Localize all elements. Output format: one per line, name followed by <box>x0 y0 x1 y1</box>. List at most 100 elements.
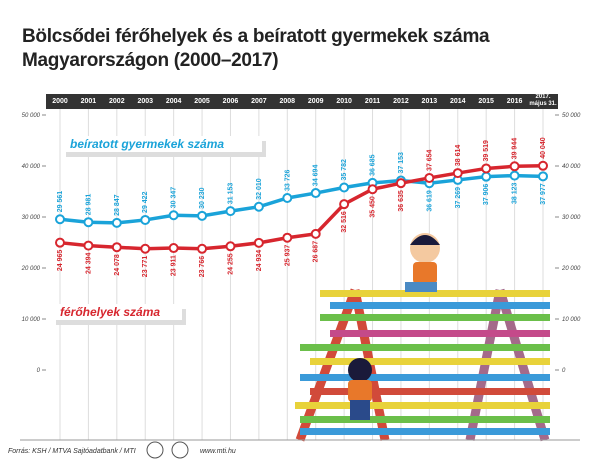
value-label: 26 687 <box>313 241 320 263</box>
point <box>197 210 208 221</box>
value-label: 35 782 <box>341 159 348 181</box>
value-label: 31 153 <box>227 183 234 205</box>
y-tick-label-right: 20 000 <box>561 266 581 272</box>
point <box>253 201 264 212</box>
point <box>253 237 264 248</box>
x-tick-label: 2013 <box>421 98 438 105</box>
x-tick-label: 2001 <box>80 98 97 105</box>
value-label: 24 394 <box>85 252 92 274</box>
point <box>538 171 548 182</box>
point <box>481 171 492 182</box>
value-label: 39 519 <box>483 140 490 162</box>
x-tick-label: 2002 <box>109 98 125 105</box>
point <box>83 240 94 251</box>
x-tick-label: 2004 <box>165 98 182 105</box>
value-label: 24 934 <box>256 250 263 272</box>
point <box>367 184 378 195</box>
illustration <box>295 233 550 442</box>
point <box>168 243 179 254</box>
value-label: 30 347 <box>171 187 178 209</box>
logo <box>171 441 189 459</box>
point <box>225 206 236 217</box>
value-label: 30 230 <box>199 187 206 209</box>
x-tick-label: 2008 <box>279 98 296 105</box>
y-tick-label-right: 0 <box>562 368 566 374</box>
value-label: 34 694 <box>313 165 320 187</box>
point <box>282 232 293 243</box>
value-label: 36 635 <box>398 190 405 212</box>
value-label: 23 766 <box>199 256 206 278</box>
value-label: 37 977 <box>540 183 547 205</box>
point <box>197 243 208 254</box>
point <box>339 182 350 193</box>
point <box>55 237 65 248</box>
point <box>509 170 520 181</box>
point <box>225 241 236 252</box>
value-label: 37 269 <box>455 187 462 209</box>
value-label: 40 040 <box>540 137 547 159</box>
x-tick-label: 2000 <box>52 98 68 105</box>
y-tick-label: 0 <box>37 368 41 374</box>
value-label: 37 153 <box>398 152 405 174</box>
series-line <box>59 173 544 225</box>
value-label: 35 450 <box>370 196 377 218</box>
point <box>424 172 435 183</box>
point <box>310 228 321 239</box>
point <box>452 168 463 179</box>
legend-box <box>62 136 262 152</box>
x-tick-label: 2005 <box>194 98 210 105</box>
source: Forrás: KSH / MTVA Sajtóadatbank / MTI <box>8 448 136 455</box>
chart-subtitle: Magyarországon (2000–2017) <box>22 50 279 71</box>
value-label: 28 847 <box>114 194 121 216</box>
y-tick-label: 50 000 <box>22 113 41 119</box>
point <box>395 178 406 189</box>
x-tick-label: 2015 <box>478 98 494 105</box>
value-label: 36 619 <box>426 190 433 212</box>
value-label: 29 422 <box>142 191 149 213</box>
legend-label: beíratott gyermekek száma <box>70 137 224 151</box>
x-tick-label: 2017. május 31. <box>529 94 557 107</box>
y-tick-label-right: 40 000 <box>562 164 581 170</box>
value-label: 39 944 <box>512 138 519 160</box>
point <box>111 217 122 228</box>
x-tick-label: 2010 <box>336 98 352 105</box>
point <box>111 242 122 253</box>
value-label: 32 010 <box>256 178 263 200</box>
value-label: 24 078 <box>114 254 121 276</box>
value-label: 37 654 <box>426 149 433 171</box>
value-label: 32 516 <box>341 211 348 233</box>
legend-label: férőhelyek száma <box>60 305 160 319</box>
point <box>509 161 520 172</box>
x-tick-label: 2012 <box>393 98 409 105</box>
chart-title: Bölcsődei férőhelyek és a beíratott gyer… <box>22 26 490 47</box>
point <box>168 210 179 221</box>
point <box>481 163 492 174</box>
x-tick-label: 2006 <box>222 98 239 105</box>
point <box>140 214 151 225</box>
value-label: 25 937 <box>284 245 291 267</box>
value-label: 38 123 <box>512 182 519 204</box>
x-tick-label: 2003 <box>137 98 154 105</box>
point <box>83 217 94 228</box>
y-tick-label: 20 000 <box>21 266 41 272</box>
value-label: 28 981 <box>85 194 92 216</box>
point <box>310 188 321 199</box>
value-label: 24 255 <box>227 253 234 275</box>
point <box>339 199 350 210</box>
legend-box <box>52 304 182 320</box>
value-label: 24 965 <box>57 250 64 272</box>
value-label: 23 771 <box>142 256 149 278</box>
website: www.mti.hu <box>200 448 236 455</box>
value-label: 29 561 <box>57 191 64 213</box>
x-tick-label: 2007 <box>251 98 267 105</box>
x-tick-label: 2016 <box>506 98 523 105</box>
point <box>140 243 151 254</box>
logo <box>146 441 164 459</box>
x-tick-label: 2011 <box>364 98 381 105</box>
y-tick-label: 40 000 <box>22 164 41 170</box>
value-label: 33 726 <box>284 169 291 191</box>
x-tick-label: 2014 <box>449 98 466 105</box>
value-label: 23 911 <box>171 255 178 276</box>
y-tick-label-right: 10 000 <box>562 317 581 323</box>
